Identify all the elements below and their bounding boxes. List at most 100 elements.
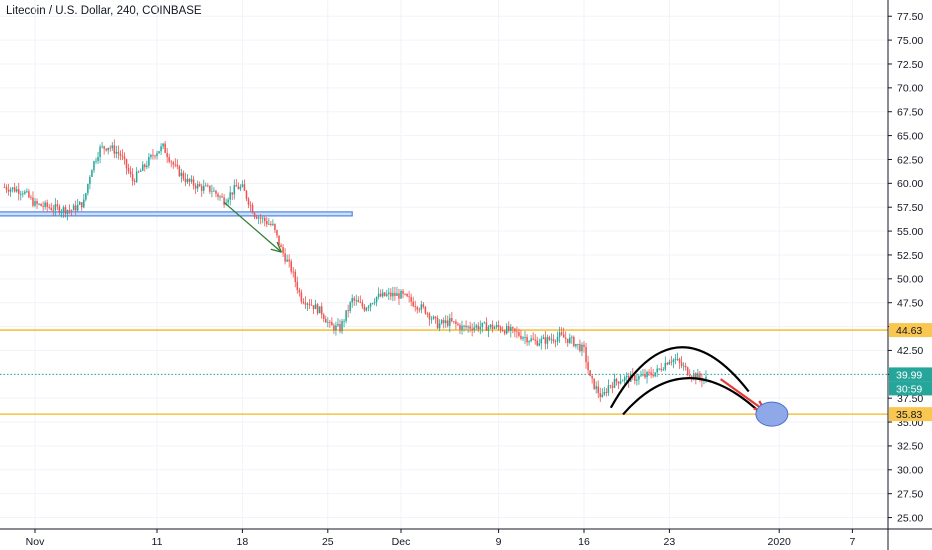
projection-arrow-red[interactable]	[719, 378, 766, 412]
candle-body	[24, 191, 26, 194]
candle-body	[503, 330, 506, 334]
candle-body	[93, 161, 95, 171]
candle-body	[141, 164, 144, 171]
candle-body	[552, 339, 555, 342]
candle-body	[213, 190, 215, 192]
candle-body	[170, 161, 173, 163]
candle-body	[587, 362, 589, 371]
candle-body	[83, 199, 85, 208]
candle-body	[680, 362, 683, 366]
candle-body	[148, 157, 150, 166]
candle-body	[192, 179, 195, 186]
candle-body	[19, 193, 22, 195]
x-tick-label: 7	[849, 536, 855, 548]
candle-body	[257, 217, 260, 219]
candle-body	[308, 303, 311, 305]
trend-arrow-green-head	[270, 248, 282, 253]
candle-body	[72, 205, 75, 211]
candle-body	[298, 290, 301, 293]
candle-body	[119, 153, 122, 156]
candle-body	[611, 385, 614, 388]
candle-body	[22, 193, 24, 195]
candle-body	[676, 359, 679, 360]
candle-body	[542, 337, 545, 339]
candle-body	[385, 294, 388, 296]
candle-body	[184, 178, 187, 183]
candle-body	[30, 197, 32, 199]
candle-body	[577, 343, 579, 345]
candle-body	[56, 204, 59, 207]
y-tick-label: 27.50	[897, 488, 923, 500]
candle-body	[266, 221, 268, 225]
level-badge	[889, 323, 932, 338]
candle-body	[302, 301, 305, 303]
candle-body	[146, 165, 148, 168]
candle-body	[491, 324, 494, 329]
candle-body	[42, 206, 44, 207]
arc-pattern[interactable]	[609, 346, 750, 409]
candle-body	[223, 197, 225, 205]
y-tick-label: 37.50	[897, 393, 923, 405]
candle-body	[674, 359, 677, 361]
x-tick-label: Dec	[392, 536, 411, 548]
candle-body	[129, 171, 132, 175]
candle-body	[64, 207, 67, 214]
candle-body	[377, 293, 380, 297]
candle-body	[420, 304, 423, 310]
candle-body	[481, 322, 484, 327]
candle-body	[424, 306, 427, 314]
candle-body	[465, 325, 467, 328]
candle-body	[595, 386, 597, 389]
candle-body	[678, 359, 681, 363]
zone-rectangle[interactable]	[0, 211, 353, 217]
candle-body	[487, 326, 490, 331]
candle-body	[383, 292, 386, 296]
countdown-label: 30:59	[896, 383, 922, 395]
candle-body	[544, 337, 547, 344]
candle-body	[324, 318, 327, 323]
candle-body	[80, 202, 83, 208]
candle-body	[416, 307, 419, 310]
candle-body	[540, 338, 543, 344]
candle-body	[168, 157, 170, 162]
candle-body	[15, 189, 18, 192]
target-ellipse[interactable]	[755, 401, 789, 427]
candle-body	[78, 202, 81, 205]
candle-body	[461, 325, 463, 330]
chart-annotations[interactable]	[223, 201, 789, 427]
horizontal-levels[interactable]	[0, 211, 888, 415]
candle-body	[571, 336, 573, 338]
candle-body	[404, 293, 406, 295]
candle-body	[221, 196, 223, 198]
candle-body	[320, 306, 323, 315]
candle-body	[89, 176, 91, 184]
candle-body	[428, 313, 431, 320]
candle-body	[272, 223, 274, 225]
candle-body	[699, 373, 701, 379]
candle-body	[668, 361, 671, 365]
candle-body	[233, 185, 236, 195]
y-tick-label: 32.50	[897, 441, 923, 453]
candle-body	[365, 307, 368, 311]
candle-body	[351, 298, 353, 303]
candle-body	[583, 344, 585, 347]
candle-body	[227, 199, 229, 203]
candle-body	[648, 371, 650, 373]
candle-body	[619, 381, 622, 384]
arc-pattern[interactable]	[622, 377, 762, 416]
candle-body	[601, 394, 604, 398]
candle-body	[607, 385, 610, 393]
candle-body	[36, 201, 38, 204]
candle-body	[355, 300, 358, 302]
candle-body	[335, 325, 337, 331]
candle-body	[353, 298, 356, 301]
candle-body	[207, 185, 209, 187]
candle-body	[229, 192, 231, 200]
trend-arrow-green[interactable]	[223, 201, 282, 253]
candle-body	[388, 292, 390, 295]
candle-body	[532, 338, 534, 340]
candle-body	[434, 316, 437, 319]
candle-body	[34, 201, 36, 206]
candle-body	[357, 300, 360, 303]
